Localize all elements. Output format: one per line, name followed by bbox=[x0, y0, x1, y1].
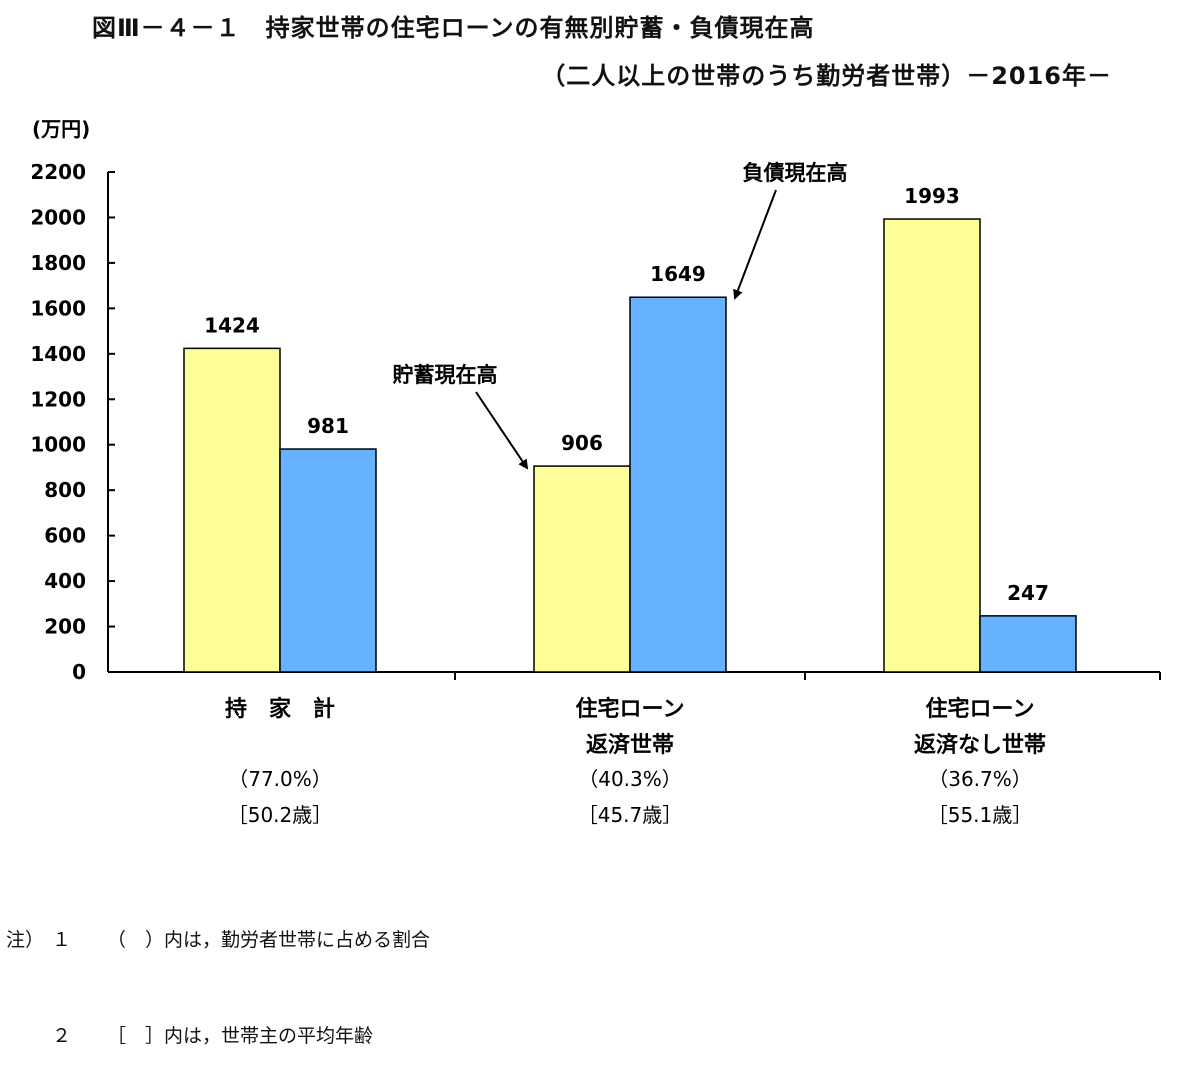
savings-bar bbox=[533, 465, 631, 673]
note-1: 注） １ （ ）内は，勤労者世帯に占める割合 bbox=[6, 924, 430, 956]
category-age: ［55.1歳］ bbox=[928, 803, 1033, 827]
y-tick-label: 200 bbox=[44, 615, 86, 639]
y-tick-label: 600 bbox=[44, 524, 86, 548]
savings-bar bbox=[883, 218, 981, 673]
note-lead: 注） bbox=[6, 929, 45, 951]
debt-annotation-arrow bbox=[733, 189, 777, 300]
debt-bar bbox=[979, 615, 1077, 673]
y-tick-label: 1200 bbox=[30, 387, 86, 411]
category-age: ［45.7歳］ bbox=[578, 803, 683, 827]
y-tick-label: 800 bbox=[44, 478, 86, 502]
notes: 注） １ （ ）内は，勤労者世帯に占める割合 ２ ［ ］内は，世帯主の平均年齢 bbox=[6, 860, 430, 1084]
category-label: 住宅ローン bbox=[576, 696, 685, 722]
chart-title: 図Ⅲ－４－１ 持家世帯の住宅ローンの有無別貯蓄・負債現在高 bbox=[92, 14, 815, 42]
savings-bar bbox=[183, 347, 281, 673]
y-tick-label: 1400 bbox=[30, 342, 86, 366]
category-percent: （40.3%） bbox=[578, 767, 682, 791]
bar-value-label: 1424 bbox=[204, 313, 260, 337]
category-label: 返済なし世帯 bbox=[914, 732, 1046, 758]
bar-value-label: 906 bbox=[561, 431, 603, 455]
category-label: 住宅ローン bbox=[926, 696, 1035, 722]
savings-annotation-arrow bbox=[475, 391, 529, 470]
category-percent: （36.7%） bbox=[928, 767, 1032, 791]
note-number: ２ bbox=[52, 1025, 72, 1047]
note-2: ２ ［ ］内は，世帯主の平均年齢 bbox=[6, 1020, 430, 1052]
category-label: 持 家 計 bbox=[225, 696, 335, 722]
note-text: （ ）内は，勤労者世帯に占める割合 bbox=[107, 929, 431, 951]
debt-bar bbox=[629, 296, 727, 673]
y-tick-label: 1000 bbox=[30, 433, 86, 457]
savings-annotation: 貯蓄現在高 bbox=[393, 363, 498, 387]
y-tick-label: 2000 bbox=[30, 205, 86, 229]
note-number: １ bbox=[52, 929, 72, 951]
y-unit-label: (万円) bbox=[32, 117, 90, 141]
bar-value-label: 1649 bbox=[650, 262, 706, 286]
bar-value-label: 247 bbox=[1007, 581, 1049, 605]
chart-subtitle: （二人以上の世帯のうち勤労者世帯）－2016年－ bbox=[541, 62, 1112, 90]
bar-value-label: 1993 bbox=[904, 184, 960, 208]
y-tick-label: 2200 bbox=[30, 160, 86, 184]
category-percent: （77.0%） bbox=[228, 767, 332, 791]
y-tick-label: 0 bbox=[72, 660, 86, 684]
category-label: 返済世帯 bbox=[586, 732, 674, 758]
y-tick-label: 1600 bbox=[30, 296, 86, 320]
y-tick-label: 400 bbox=[44, 569, 86, 593]
note-text: ［ ］内は，世帯主の平均年齢 bbox=[107, 1025, 374, 1047]
bar-chart: (万円) 0 200 400 600 800 1000 1200 1400 1600 1800 200… bbox=[30, 117, 1161, 827]
debt-bar bbox=[279, 448, 377, 673]
y-tick-label: 1800 bbox=[30, 251, 86, 275]
debt-annotation: 負債現在高 bbox=[743, 161, 848, 185]
category-age: ［50.2歳］ bbox=[228, 803, 333, 827]
bar-value-label: 981 bbox=[307, 414, 349, 438]
